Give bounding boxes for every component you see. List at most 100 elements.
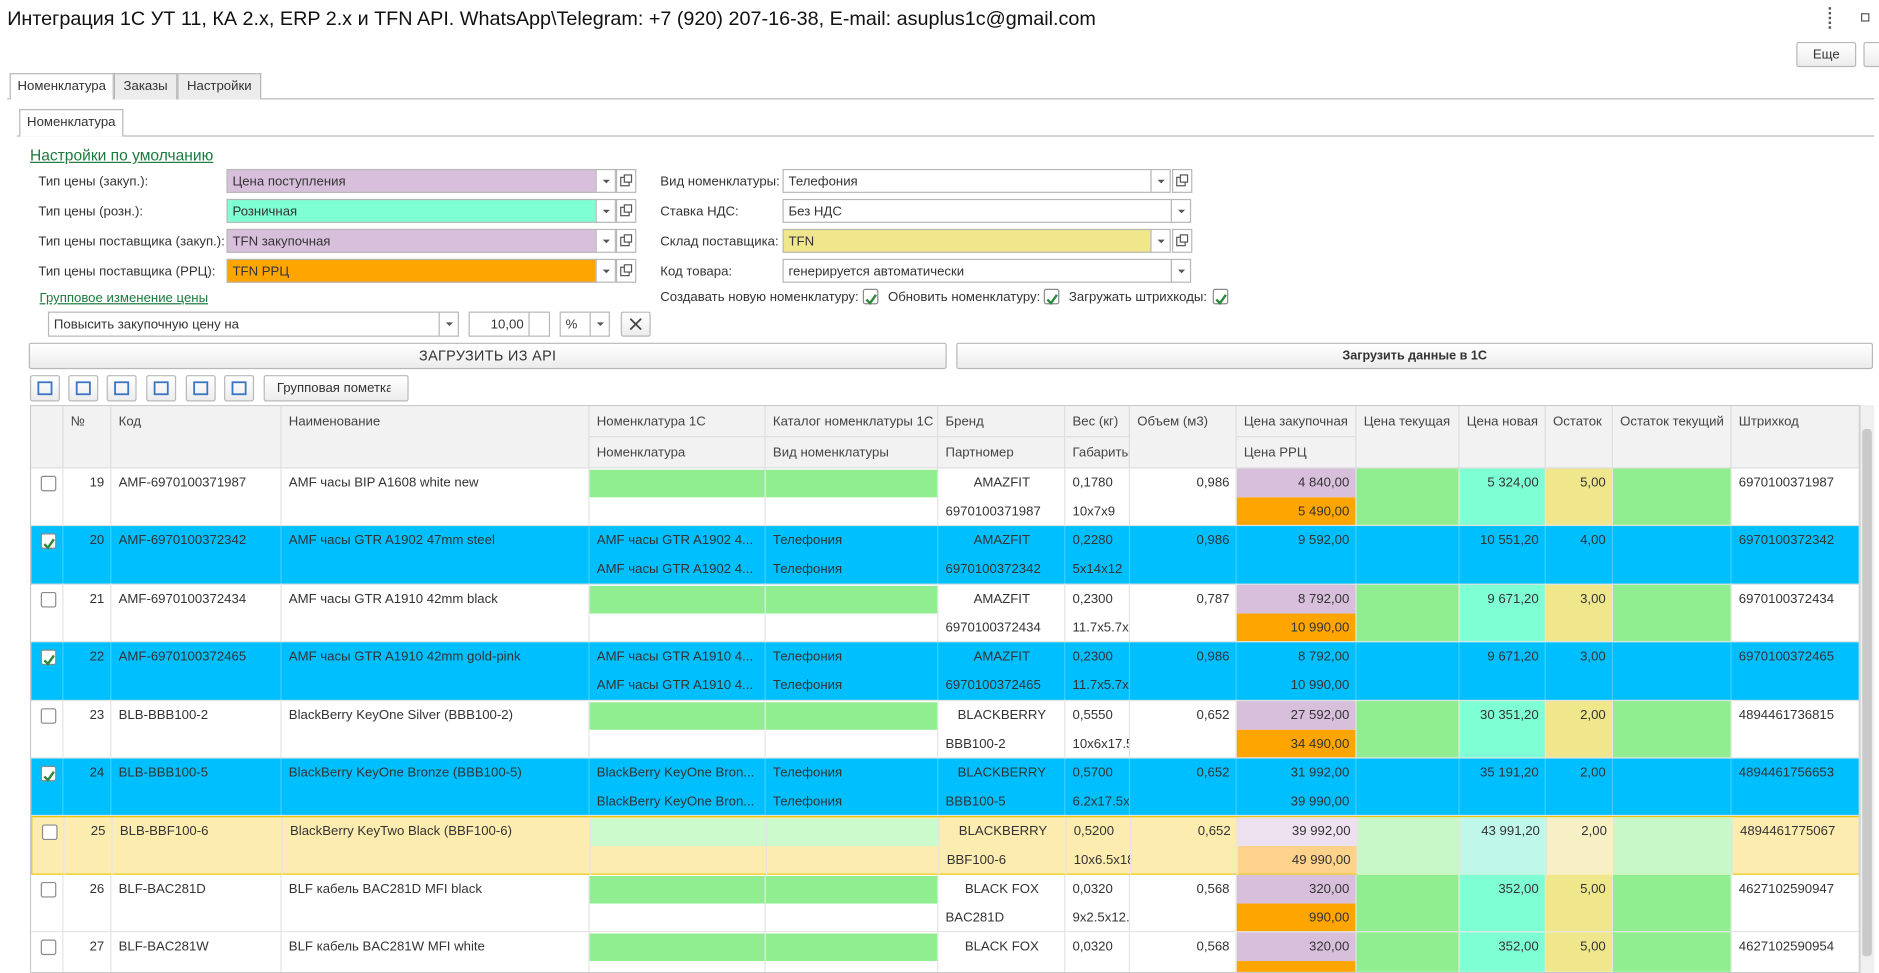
group-action[interactable]: Повысить закупочную цену на [47,311,440,337]
checkbox[interactable] [40,591,57,608]
cell: Телефония [772,649,843,665]
cell: 27 592,00 [1290,707,1350,723]
checkbox[interactable] [40,475,57,492]
table-row[interactable]: 20 AMF-6970100372342 AMF часы GTR A1902 47… [31,526,1859,585]
cell-border [1458,700,1460,759]
open-button[interactable] [615,258,637,283]
dropdown-button[interactable] [595,258,616,283]
group-change-link[interactable]: Групповое изменение цены [39,291,209,306]
table-row[interactable]: 21 AMF-6970100372434 AMF часы GTR A1910 42… [31,584,1859,643]
group-mark-label: Групповая пометка [276,381,391,396]
field-input[interactable]: TFN [782,228,1152,253]
checkbox[interactable] [41,824,58,841]
checkbox[interactable] [40,649,57,666]
open-icon [620,174,633,187]
checkbox[interactable] [40,533,57,550]
more-button[interactable]: Еще [1796,41,1857,68]
cell-border [281,817,283,876]
checkbox[interactable] [40,939,57,956]
field-input[interactable]: Телефония [782,168,1152,193]
table: № Код Наименование Номенклатура 1С Номенклат… [29,405,1860,973]
cell: 2,00 [1581,824,1607,840]
cell: 0,986 [1196,649,1230,665]
toolbar-button[interactable] [185,375,216,402]
dropdown-button[interactable] [1150,228,1171,253]
cell-border [1355,932,1357,972]
calc-button[interactable] [528,311,551,337]
open-button[interactable] [615,198,637,223]
checkbox[interactable] [862,288,879,306]
cell-border [1544,584,1546,643]
group-mark-button[interactable]: Групповая пометка [263,375,409,402]
cell-border [588,700,590,759]
toolbar-button[interactable] [224,375,255,402]
toolbar-button[interactable] [29,375,60,402]
settings-link[interactable]: Настройки по умолчанию [29,146,214,165]
checkbox[interactable] [1212,288,1229,306]
amount-input[interactable]: 10,00 [468,311,530,337]
toolbar-icon [153,381,169,396]
tab[interactable]: Настройки [177,73,262,100]
clear-button[interactable] [620,311,651,337]
load-1c-button[interactable]: Загрузить данные в 1С [956,342,1874,370]
dropdown-button[interactable] [1150,168,1171,193]
table-row[interactable]: 27 BLF-BAC281W BLF кабель BAC281W MFI whit… [31,932,1859,972]
field-input[interactable]: Без НДС [782,198,1172,223]
cell-border [765,817,767,876]
cell-border [110,642,112,701]
table-row[interactable]: 19 AMF-6970100371987 AMF часы BIP A1608 wh… [31,468,1859,527]
dropdown-button[interactable] [1170,198,1192,223]
dropdown-button[interactable] [589,311,610,337]
unit-select[interactable]: % [559,311,591,337]
field-input[interactable]: Розничная [226,198,597,223]
field-input[interactable]: Цена поступления [226,168,597,193]
column-header: Вид номенклатуры [765,437,939,469]
table-row[interactable]: 24 BLB-BBB100-5 BlackBerry KeyOne Bronze (… [31,758,1859,817]
cell-border [280,874,282,933]
checkbox[interactable] [40,765,57,782]
cell-border [1355,758,1357,817]
column-header: № [63,406,112,469]
open-button[interactable] [615,168,637,193]
checkbox[interactable] [40,881,57,898]
dropdown-button[interactable] [1170,258,1192,283]
open-button[interactable] [1171,228,1193,253]
cell: BLB-BBF100-6 [119,824,209,840]
dropdown-button[interactable] [595,228,616,253]
cell-border [280,584,282,643]
cell-border [1544,700,1546,759]
field-input[interactable]: TFN закупочная [226,228,597,253]
dropdown-button[interactable] [595,168,616,193]
dropdown-button[interactable] [438,311,459,337]
more-button-right[interactable] [1863,41,1879,68]
field-input[interactable]: TFN РРЦ [226,258,597,283]
open-button[interactable] [615,228,637,253]
open-button[interactable] [1171,168,1193,193]
cell-border [1235,526,1237,585]
arrow [602,239,610,244]
table-row[interactable]: 26 BLF-BAC281D BLF кабель BAC281D MFI blac… [31,874,1859,933]
tab[interactable]: Заказы [113,73,178,100]
cell: BLACK FOX [964,881,1039,897]
checkbox[interactable] [40,707,57,724]
cell-border [62,468,64,527]
cell: AMF часы GTR A1902 4... [596,562,754,577]
cell: 0,0320 [1072,881,1113,897]
tab[interactable]: Номенклатура [9,73,114,100]
cell: BLACK FOX [964,939,1039,955]
cell-bg [1459,700,1546,758]
toolbar-button[interactable] [68,375,99,402]
field-input[interactable]: генерируется автоматически [782,258,1172,283]
table-row[interactable]: 22 AMF-6970100372465 AMF часы GTR A1910 42… [31,642,1859,701]
scroll-thumb [1862,429,1872,957]
cell: 0,2300 [1072,591,1113,607]
dropdown-button[interactable] [595,198,616,223]
load-api-button[interactable]: ЗАГРУЗИТЬ ИЗ API [28,342,947,370]
subtab[interactable]: Номенклатура [19,109,124,137]
checkbox[interactable] [1043,288,1060,306]
cell-border [1235,758,1237,817]
table-row[interactable]: 23 BLB-BBB100-2 BlackBerry KeyOne Silver (… [31,700,1859,759]
toolbar-button[interactable] [146,375,177,402]
toolbar-button[interactable] [106,375,137,402]
table-row[interactable]: 25 BLB-BBF100-6 BlackBerry KeyTwo Black (B… [31,816,1859,876]
